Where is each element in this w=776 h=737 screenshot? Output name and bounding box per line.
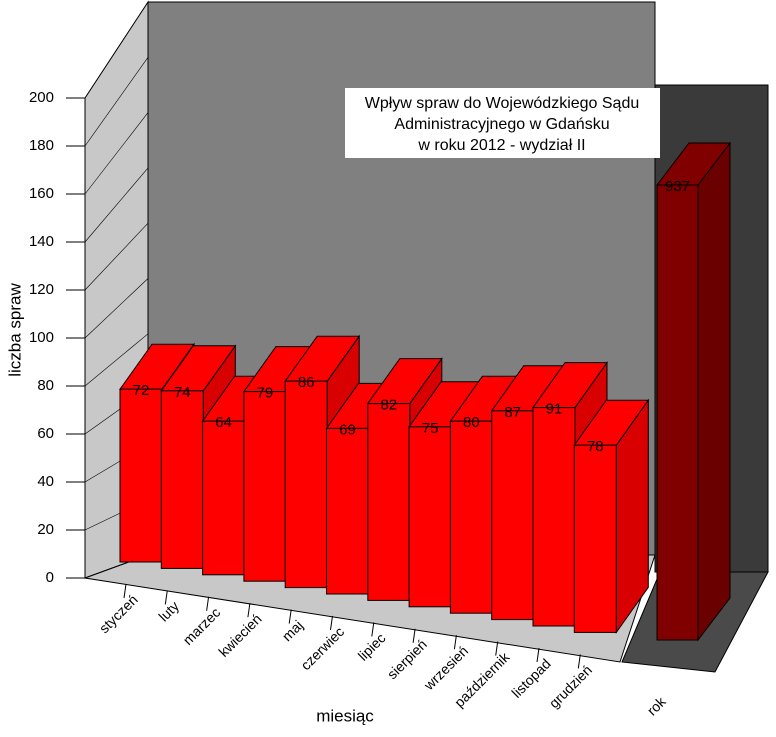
value-label: 86 (298, 374, 315, 391)
x-tick (330, 615, 333, 631)
y-tick-label: 40 (37, 473, 54, 490)
value-label: 82 (380, 397, 397, 414)
grid-line (84, 1, 149, 99)
y-tick-label: 140 (29, 233, 54, 250)
x-tick-label: styczeń (96, 591, 141, 636)
bar (491, 410, 535, 621)
total-bar-side (697, 141, 731, 642)
y-tick-label: 20 (37, 521, 54, 538)
title-box (345, 88, 660, 158)
bar (532, 407, 576, 627)
x-tick-label: lipiec (355, 630, 389, 664)
y-axis-label: liczba spraw (5, 283, 24, 377)
x-tick-label: maj (279, 617, 306, 644)
value-label: 69 (339, 421, 356, 438)
x-tick-label: luty (155, 598, 182, 625)
x-tick (247, 603, 251, 618)
value-label: 91 (546, 401, 563, 418)
x-tick-label: listopad (508, 655, 553, 700)
x-tick (495, 641, 499, 656)
grid-line (84, 278, 149, 339)
x-axis-label: miesiąc (316, 706, 374, 725)
value-label: 79 (257, 385, 274, 402)
x-tick-label: rok (644, 693, 670, 719)
bar: 78 (573, 398, 650, 634)
chart-title: Administracyjnego w Gdańsku (394, 116, 609, 133)
y-tick-label: 160 (29, 185, 54, 202)
y-tick-label: 60 (37, 425, 54, 442)
value-label: 74 (174, 384, 191, 401)
x-tick-label: czerwiec (297, 623, 347, 673)
y-tick-label: 100 (29, 329, 54, 346)
bar (573, 444, 617, 633)
x-tick-label: kwiecień (215, 611, 264, 660)
x-tick (206, 596, 210, 611)
bar (367, 403, 411, 601)
grid-line (84, 57, 149, 147)
bar (408, 426, 452, 608)
chart-title: w roku 2012 - wydział II (417, 137, 585, 154)
bar (326, 427, 369, 595)
x-tick (536, 647, 540, 663)
grid-line (84, 333, 149, 387)
value-label: 78 (587, 438, 604, 455)
bar (119, 388, 163, 563)
bars: 72 74 64 79 86 69 82 75 80 87 91 78 937 (119, 141, 732, 642)
value-label: 87 (504, 404, 521, 421)
y-tick-label: 180 (29, 137, 54, 154)
y-tick-label: 200 (29, 89, 54, 106)
y-tick-label: 0 (46, 569, 54, 586)
grid-line (84, 222, 149, 291)
x-tick (164, 590, 168, 605)
y-tick-label: 80 (37, 377, 54, 394)
bar (160, 390, 204, 569)
total-bar (656, 184, 699, 641)
x-tick (412, 628, 416, 643)
value-label: 937 (665, 178, 690, 195)
chart-title: Wpływ spraw do Wojewódzkiego Sądu (365, 95, 640, 112)
y-tick-label: 120 (29, 281, 54, 298)
x-tick (453, 635, 457, 650)
grid-line (84, 112, 149, 195)
bar (202, 420, 246, 576)
bar (243, 391, 287, 582)
x-tick (123, 583, 127, 599)
x-tick-label: marzec (180, 604, 224, 648)
total-bar: 937 (655, 141, 732, 642)
x-tick-label: sierpień (384, 636, 430, 682)
value-label: 64 (215, 414, 232, 431)
x-tick (288, 609, 292, 624)
x-tick (371, 622, 375, 637)
value-label: 80 (463, 414, 480, 431)
grid-line (84, 167, 149, 243)
bar (449, 420, 493, 614)
x-tick-label: grudzień (546, 662, 595, 711)
value-label: 72 (133, 382, 150, 399)
bar (284, 380, 328, 589)
x-tick (577, 654, 581, 669)
value-label: 75 (422, 420, 439, 437)
